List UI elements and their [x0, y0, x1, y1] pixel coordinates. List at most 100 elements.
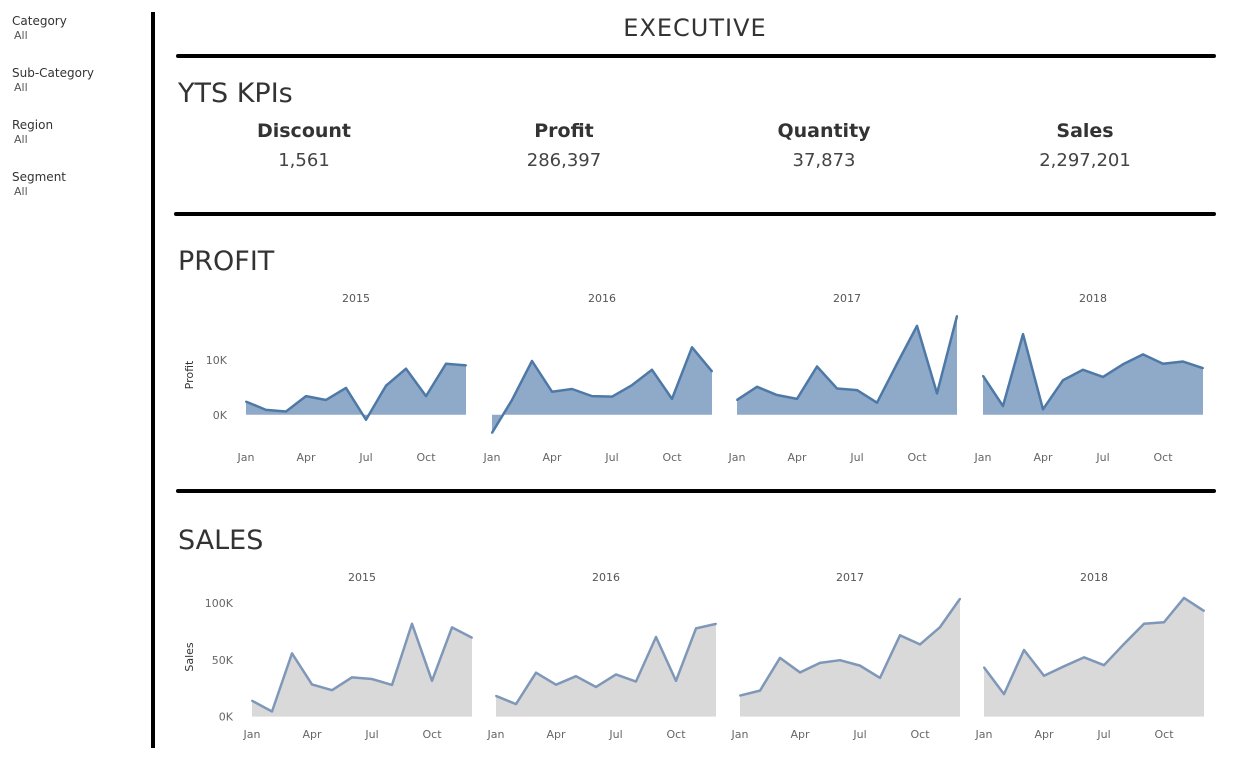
data-point: [936, 392, 938, 395]
data-point: [1042, 408, 1044, 411]
x-tick-label: Apr: [546, 728, 566, 741]
data-point: [651, 368, 653, 371]
data-point: [425, 395, 427, 398]
data-point: [265, 408, 267, 411]
area-fill-2016: [496, 623, 716, 717]
data-point: [471, 636, 473, 639]
series-line-2017: [739, 598, 962, 697]
filter-sub-category-label: Sub-Category: [12, 66, 94, 80]
data-point: [776, 394, 778, 397]
y-tick-label: 50K: [212, 654, 234, 667]
series-line-2015: [245, 362, 467, 421]
x-tick-label: Jan: [483, 451, 501, 464]
y-tick-label: 10K: [206, 354, 228, 367]
profit-section-title: PROFIT: [178, 246, 275, 277]
data-point: [1183, 596, 1185, 599]
area-fill-2016: [492, 347, 712, 433]
data-point: [956, 315, 958, 317]
data-point: [1103, 664, 1105, 667]
filter-category-value[interactable]: All: [14, 29, 28, 42]
panel-header: 2016: [592, 571, 620, 584]
kpi-discount: Discount 1,561: [174, 120, 434, 171]
data-point: [671, 397, 673, 400]
x-tick-label: Jan: [975, 728, 993, 741]
data-point: [796, 397, 798, 400]
data-point: [1163, 621, 1165, 624]
data-point: [371, 678, 373, 681]
kpi-discount-name: Discount: [256, 120, 352, 142]
x-tick-label: Jul: [849, 451, 863, 464]
dashboard-title: EXECUTIVE: [623, 14, 767, 42]
data-point: [919, 643, 921, 646]
filter-region[interactable]: Region All: [12, 118, 53, 148]
x-tick-label: Jan: [731, 728, 749, 741]
kpi-profit-name: Profit: [534, 120, 594, 142]
kpi-sales: Sales 2,297,201: [955, 120, 1215, 171]
data-point: [431, 679, 433, 682]
data-point: [715, 622, 717, 625]
data-point: [465, 364, 467, 367]
profit-rule: [176, 489, 1216, 493]
data-point: [311, 683, 313, 686]
panel-header: 2018: [1080, 571, 1108, 584]
title-rule: [176, 54, 1216, 58]
data-point: [331, 689, 333, 692]
data-point: [982, 374, 984, 377]
series-line-2017: [736, 315, 959, 404]
data-point: [495, 694, 497, 697]
filter-region-value[interactable]: All: [14, 133, 28, 146]
kpi-section-title: YTS KPIs: [178, 78, 293, 109]
x-tick-label: Apr: [1033, 451, 1053, 464]
y-axis-label: Profit: [183, 360, 196, 389]
data-point: [245, 400, 247, 403]
x-tick-label: Oct: [907, 451, 927, 464]
data-point: [1062, 379, 1064, 382]
kpi-profit-value: 286,397: [526, 150, 602, 171]
data-point: [939, 626, 941, 629]
series-line-2018: [981, 332, 1204, 411]
x-tick-label: Apr: [542, 451, 562, 464]
data-point: [739, 694, 741, 697]
filter-sidebar: Category All Sub-Category All Region All…: [0, 0, 150, 760]
data-point: [736, 398, 738, 401]
kpi-discount-value: 1,561: [278, 150, 330, 171]
filter-region-label: Region: [12, 118, 54, 132]
x-tick-label: Jan: [728, 451, 746, 464]
data-point: [799, 671, 801, 674]
data-point: [391, 683, 393, 686]
y-tick-label: 0K: [219, 711, 234, 724]
y-tick-label: 0K: [213, 409, 228, 422]
series-line-2016: [495, 622, 717, 706]
data-point: [1203, 609, 1205, 612]
filter-category[interactable]: Category All: [12, 14, 67, 44]
y-axis-label: Sales: [183, 642, 196, 672]
panel-header: 2017: [836, 571, 864, 584]
data-point: [385, 384, 387, 387]
data-point: [899, 634, 901, 637]
filter-sub-category-value[interactable]: All: [14, 81, 28, 94]
area-fill-2015: [252, 623, 472, 717]
filter-segment-value[interactable]: All: [14, 185, 28, 198]
data-point: [1043, 674, 1045, 677]
data-point: [819, 661, 821, 664]
x-tick-label: Jan: [974, 451, 992, 464]
filter-segment-label: Segment: [12, 170, 66, 184]
vertical-divider: [151, 12, 155, 748]
data-point: [575, 675, 577, 678]
panel-header: 2015: [342, 292, 370, 305]
x-tick-label: Jul: [1095, 451, 1109, 464]
filter-segment[interactable]: Segment All: [12, 170, 66, 200]
x-tick-label: Oct: [416, 451, 436, 464]
data-point: [345, 386, 347, 389]
data-point: [759, 689, 761, 692]
area-fill-2018: [983, 334, 1203, 415]
data-point: [271, 710, 273, 713]
filter-sub-category[interactable]: Sub-Category All: [12, 66, 94, 96]
data-point: [351, 676, 353, 679]
data-point: [551, 390, 553, 393]
x-tick-label: Apr: [787, 451, 807, 464]
data-point: [859, 664, 861, 667]
data-point: [595, 685, 597, 688]
